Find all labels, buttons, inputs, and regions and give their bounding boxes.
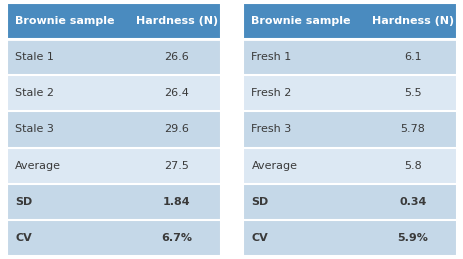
- Text: Fresh 1: Fresh 1: [251, 52, 291, 62]
- Text: 1.84: 1.84: [163, 197, 190, 207]
- Text: 6.1: 6.1: [403, 52, 421, 62]
- Text: Stale 2: Stale 2: [15, 88, 54, 98]
- Bar: [7, 220, 129, 256]
- Bar: [243, 220, 364, 256]
- Bar: [243, 148, 364, 184]
- Bar: [364, 220, 456, 256]
- Bar: [243, 3, 364, 39]
- Text: Average: Average: [15, 161, 61, 171]
- Bar: [364, 148, 456, 184]
- Bar: [7, 111, 129, 148]
- Bar: [129, 148, 220, 184]
- Text: 29.6: 29.6: [164, 125, 189, 134]
- Bar: [7, 184, 129, 220]
- Bar: [129, 184, 220, 220]
- Bar: [7, 39, 129, 75]
- Text: 5.5: 5.5: [403, 88, 421, 98]
- Bar: [7, 3, 129, 39]
- Bar: [243, 184, 364, 220]
- Text: Hardness (N): Hardness (N): [135, 16, 217, 26]
- Bar: [364, 75, 456, 111]
- Text: Stale 3: Stale 3: [15, 125, 54, 134]
- Text: 26.6: 26.6: [164, 52, 189, 62]
- Text: Fresh 3: Fresh 3: [251, 125, 291, 134]
- Text: 0.34: 0.34: [398, 197, 425, 207]
- Text: 5.78: 5.78: [400, 125, 425, 134]
- Text: 5.9%: 5.9%: [397, 233, 427, 243]
- Bar: [129, 3, 220, 39]
- Bar: [243, 111, 364, 148]
- Bar: [364, 111, 456, 148]
- Bar: [7, 3, 220, 256]
- Bar: [364, 184, 456, 220]
- Text: SD: SD: [15, 197, 32, 207]
- Bar: [129, 75, 220, 111]
- Text: SD: SD: [251, 197, 268, 207]
- Bar: [364, 3, 456, 39]
- Text: 5.8: 5.8: [403, 161, 421, 171]
- Bar: [243, 3, 456, 256]
- Text: Brownie sample: Brownie sample: [15, 16, 114, 26]
- Text: Brownie sample: Brownie sample: [251, 16, 350, 26]
- Bar: [129, 39, 220, 75]
- Bar: [243, 75, 364, 111]
- Text: Average: Average: [251, 161, 297, 171]
- Bar: [129, 220, 220, 256]
- Bar: [364, 39, 456, 75]
- Text: Hardness (N): Hardness (N): [371, 16, 453, 26]
- Text: 27.5: 27.5: [164, 161, 189, 171]
- Text: Fresh 2: Fresh 2: [251, 88, 291, 98]
- Bar: [129, 111, 220, 148]
- Bar: [7, 75, 129, 111]
- Bar: [7, 148, 129, 184]
- Text: 26.4: 26.4: [164, 88, 189, 98]
- Bar: [243, 39, 364, 75]
- Text: CV: CV: [251, 233, 268, 243]
- Text: CV: CV: [15, 233, 32, 243]
- Text: Stale 1: Stale 1: [15, 52, 54, 62]
- Text: 6.7%: 6.7%: [161, 233, 192, 243]
